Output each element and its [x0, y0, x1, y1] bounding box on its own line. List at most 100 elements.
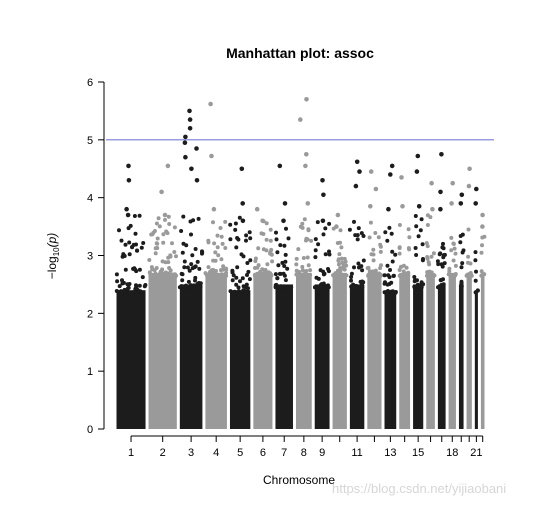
snp-point [466, 254, 471, 259]
snp-point [390, 259, 395, 264]
y-tick-label: 2 [87, 308, 93, 320]
snp-point [255, 273, 260, 278]
snp-point [416, 234, 421, 239]
snp-point [198, 285, 203, 290]
snp-point [127, 252, 132, 257]
chromosome-9-points [313, 178, 332, 429]
snp-point [121, 280, 126, 285]
snp-point [268, 273, 273, 278]
snp-point [246, 269, 251, 274]
snp-point [143, 283, 148, 287]
snp-point [436, 262, 441, 267]
chromosome-12-bulk [367, 272, 382, 429]
y-tick-label: 0 [87, 424, 93, 436]
snp-point [458, 234, 463, 238]
snp-peak-point [354, 159, 360, 165]
snp-point [283, 259, 288, 264]
snp-point [359, 264, 364, 269]
snp-point [213, 258, 218, 263]
snp-point [327, 252, 332, 257]
snp-peak-point [335, 212, 341, 218]
snp-point [424, 273, 429, 278]
chart-title: Manhattan plot: assoc [226, 45, 374, 61]
snp-point [371, 269, 376, 274]
snp-point [349, 271, 354, 276]
snp-point [275, 250, 280, 255]
x-tick-label: 2 [160, 447, 166, 459]
snp-peak-point [466, 183, 472, 189]
snp-point [115, 279, 120, 284]
snp-point [480, 243, 484, 248]
snp-point [237, 215, 242, 220]
snp-point [361, 234, 366, 238]
snp-point [425, 244, 430, 249]
snp-point [321, 272, 326, 277]
snp-point [356, 226, 361, 231]
snp-point [399, 273, 404, 278]
snp-peak-point [124, 206, 129, 212]
snp-point [418, 283, 423, 288]
chromosome-6-points [252, 206, 275, 429]
snp-point [163, 270, 168, 275]
snp-point [342, 267, 347, 272]
snp-point [413, 246, 418, 250]
snp-point [451, 258, 456, 263]
snp-point [274, 230, 278, 235]
snp-point [425, 256, 430, 261]
y-tick-label: 5 [87, 135, 93, 147]
snp-point [261, 232, 266, 236]
snp-point [365, 266, 370, 271]
snp-peak-point [400, 204, 405, 209]
x-tick-label: 5 [237, 447, 243, 459]
snp-point [121, 252, 126, 257]
snp-point [377, 271, 381, 276]
snp-peak-point [439, 152, 444, 157]
snp-point [195, 285, 200, 290]
snp-point [459, 281, 464, 286]
chromosome-13-points [382, 163, 398, 429]
snp-point [425, 213, 430, 218]
snp-peak-point [474, 186, 479, 192]
snp-point [304, 269, 309, 273]
snp-point [371, 247, 376, 252]
snp-point [436, 285, 440, 290]
snp-point [253, 259, 258, 264]
snp-peak-point [388, 172, 393, 177]
snp-peak-point [254, 206, 260, 212]
snp-point [247, 277, 252, 282]
snp-point [134, 285, 139, 290]
snp-point [166, 214, 171, 219]
y-axis: 0 1 2 3 4 5 6 [87, 77, 105, 436]
chromosome-22-bulk [480, 272, 485, 429]
snp-point [181, 214, 186, 219]
snp-point [356, 261, 361, 266]
snp-point [211, 271, 216, 276]
snp-point [114, 289, 119, 293]
x-tick-label: 1 [128, 447, 134, 459]
snp-point [189, 262, 194, 267]
snp-point [211, 220, 215, 225]
snp-point [264, 248, 269, 253]
chromosome-13-bulk [384, 290, 397, 429]
snp-point [387, 282, 392, 286]
snp-point [228, 237, 233, 242]
snp-peak-point [240, 201, 245, 206]
snp-point [213, 250, 218, 255]
snp-point [397, 251, 402, 256]
snp-peak-point [353, 183, 359, 189]
snp-point [216, 253, 221, 258]
snp-point [368, 220, 373, 225]
snp-point [153, 246, 158, 251]
snp-point [397, 245, 402, 250]
snp-point [182, 265, 187, 270]
snp-point [482, 272, 487, 277]
snp-peak-point [399, 175, 404, 180]
snp-point [161, 232, 166, 237]
snp-point [172, 250, 177, 254]
snp-point [274, 237, 279, 242]
snp-point [313, 255, 318, 260]
chromosome-19-points [458, 192, 466, 429]
snp-peak-point [438, 206, 443, 212]
snp-point [236, 289, 241, 294]
snp-point [354, 283, 359, 288]
